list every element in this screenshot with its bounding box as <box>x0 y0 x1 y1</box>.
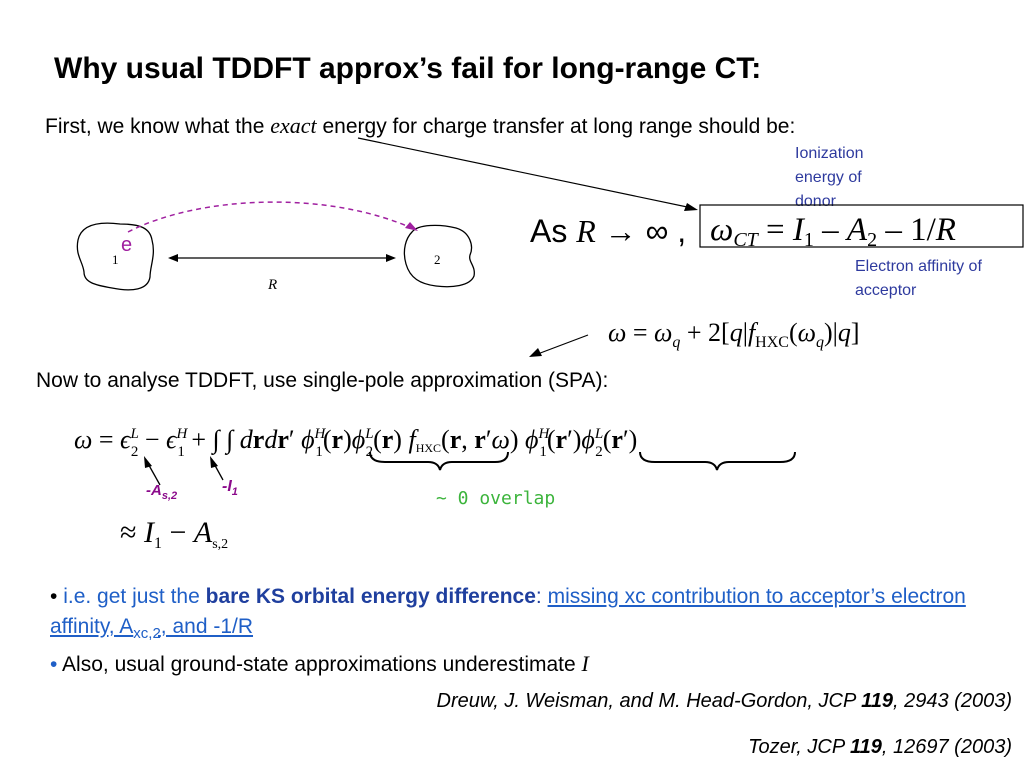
exact-intro-after: energy for charge transfer at long range… <box>316 115 796 138</box>
bullet2-var: I <box>581 651 589 677</box>
as2-label-main: -A <box>146 482 162 499</box>
acceptor-molecule-shape <box>403 224 475 288</box>
as2-label: -As,2 <box>146 482 177 502</box>
bullet1-link[interactable]: missing xc contribution to acceptor’s el… <box>50 585 966 642</box>
as-r-infinity: As R → ∞ , <box>530 213 686 249</box>
ref1-volume: 119 <box>861 690 894 712</box>
ref2-before: Tozer, JCP <box>748 736 850 758</box>
right-underbrace <box>639 451 796 471</box>
bullet-ks-difference: • i.e. get just the bare KS orbital ener… <box>50 582 970 649</box>
bullet1-prefix: i.e. get just the <box>63 585 206 608</box>
as2-label-sub: s,2 <box>161 490 178 502</box>
bullet1-link-sub: xc,2 <box>133 625 161 643</box>
donor-molecule-shape <box>76 222 155 291</box>
electron-transfer-arrowhead <box>405 222 418 231</box>
reference-tozer: Tozer, JCP 119, 12697 (2003) <box>748 736 1012 759</box>
acceptor-label: 2 <box>434 252 441 267</box>
i1-label-sub: 1 <box>231 486 238 499</box>
charge-transfer-diagram: e 1 2 R As R → ∞ , ωCT = I1 – A2 – 1/R ω… <box>76 137 1024 357</box>
ref2-volume: 119 <box>850 736 882 758</box>
bullet1-link-text: missing xc contribution to acceptor’s el… <box>50 585 966 638</box>
bullet-underestimate: • Also, usual ground-state approximation… <box>50 651 970 677</box>
electron-label: e <box>121 234 132 256</box>
bullet-dot-1: • <box>50 585 58 608</box>
ct-formula: ωCT = I1 – A2 – 1/R <box>710 212 956 251</box>
bullet1-colon: : <box>535 585 548 608</box>
bullet2-text: Also, usual ground-state approximations … <box>62 653 582 677</box>
left-underbrace <box>369 451 509 471</box>
spa-equation: ω = ϵL 2 − ϵH 1 + ∫ ∫ drdr′ ϕH 1(r)ϕL 2(r) f… <box>74 425 796 552</box>
distance-label: R <box>267 277 277 293</box>
ref1-before: Dreuw, J. Weisman, and M. Head-Gordon, J… <box>436 690 862 712</box>
exact-word: exact <box>270 113 317 138</box>
ref2-after: , 12697 (2003) <box>881 736 1012 758</box>
spa-pointer-arrow <box>534 334 589 356</box>
slide-title: Why usual TDDFT approx’s fail for long-r… <box>54 52 762 85</box>
approx-result: ≈ I1 − As,2 <box>120 516 228 552</box>
spa-expanded-formula: ω = ϵL 2 − ϵH 1 + ∫ ∫ drdr′ ϕH 1(r)ϕL 2(r) f… <box>74 425 637 460</box>
donor-label: 1 <box>112 252 119 267</box>
ref1-after: , 2943 (2003) <box>893 690 1012 712</box>
i1-label: -I1 <box>222 478 238 498</box>
reference-dreuw: Dreuw, J. Weisman, and M. Head-Gordon, J… <box>437 690 1012 713</box>
exact-intro-before: First, we know what the <box>45 115 271 138</box>
i1-label-main: -I <box>222 478 232 495</box>
bullet1-link-end: , and -1/R <box>160 615 254 638</box>
ionization-note: Ionization energy of donor <box>795 145 864 210</box>
bullet-dot-2: • <box>50 653 58 677</box>
spa-intro: Now to analyse TDDFT, use single-pole ap… <box>36 369 609 392</box>
bullet-list: • i.e. get just the bare KS orbital ener… <box>50 582 970 677</box>
exact-energy-intro: First, we know what the exact energy for… <box>45 113 795 139</box>
affinity-note: Electron affinity of acceptor <box>855 258 982 299</box>
spa-general-formula: ω = ωq + 2[q|fHXC(ωq)|q] <box>608 318 860 351</box>
exact-pointer-arrow <box>357 137 693 209</box>
electron-transfer-arrow <box>127 201 417 233</box>
ct-formula-box <box>699 204 1024 248</box>
overlap-label: ~ 0 overlap <box>436 488 556 509</box>
bullet1-bold: bare KS orbital energy difference <box>205 585 536 608</box>
